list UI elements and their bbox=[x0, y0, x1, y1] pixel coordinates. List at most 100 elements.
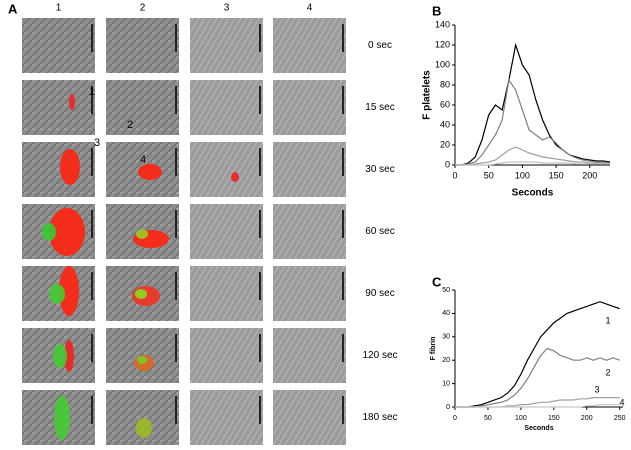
y-tick-label: 50 bbox=[442, 287, 450, 294]
scale-bar bbox=[175, 210, 177, 238]
row-label: 30 sec bbox=[365, 164, 394, 175]
scale-bar bbox=[175, 148, 177, 176]
thrombus bbox=[69, 94, 75, 110]
series-label: 4 bbox=[619, 397, 624, 407]
y-tick-label: 30 bbox=[442, 334, 450, 341]
micrograph bbox=[273, 142, 346, 197]
x-tick-label: 0 bbox=[452, 170, 457, 180]
thrombus bbox=[64, 340, 74, 372]
line-series bbox=[455, 404, 620, 408]
series-label: 1 bbox=[89, 86, 95, 98]
scale-bar bbox=[342, 396, 344, 424]
micrograph bbox=[190, 390, 263, 445]
scale-bar bbox=[175, 24, 177, 52]
y-tick-label: 20 bbox=[440, 139, 450, 149]
panel-label: C bbox=[432, 274, 442, 289]
y-tick-label: 40 bbox=[440, 119, 450, 129]
scale-bar bbox=[175, 334, 177, 362]
thrombus bbox=[136, 229, 148, 239]
scale-bar bbox=[259, 86, 261, 114]
micrograph bbox=[106, 18, 179, 73]
micrograph bbox=[190, 142, 263, 197]
x-tick-label: 150 bbox=[548, 415, 560, 422]
panel-label: B bbox=[432, 3, 441, 18]
micrograph bbox=[273, 80, 346, 135]
scale-bar bbox=[259, 334, 261, 362]
y-tick-label: 60 bbox=[440, 99, 450, 109]
thrombus bbox=[231, 172, 239, 182]
thrombus bbox=[54, 396, 70, 440]
x-axis-label: Seconds bbox=[512, 188, 554, 199]
column-label: 2 bbox=[140, 3, 146, 14]
y-tick-label: 80 bbox=[440, 79, 450, 89]
thrombus bbox=[53, 344, 67, 368]
micrograph bbox=[106, 80, 179, 135]
micrograph bbox=[22, 18, 95, 73]
micrograph bbox=[22, 80, 95, 135]
column-label: 3 bbox=[224, 3, 230, 14]
scale-bar bbox=[342, 148, 344, 176]
thrombus bbox=[135, 289, 147, 299]
series-label: 3 bbox=[94, 137, 100, 149]
scale-bar bbox=[91, 86, 93, 114]
micrograph bbox=[273, 328, 346, 383]
scale-bar bbox=[91, 396, 93, 424]
scale-bar bbox=[175, 86, 177, 114]
scale-bar bbox=[259, 396, 261, 424]
thrombus bbox=[49, 284, 65, 304]
thrombus bbox=[49, 208, 85, 256]
scale-bar bbox=[91, 334, 93, 362]
line-series bbox=[455, 42, 611, 166]
x-tick-label: 50 bbox=[484, 170, 494, 180]
y-axis-label: F fibrin bbox=[430, 337, 437, 361]
row-label: 120 sec bbox=[362, 350, 397, 361]
micrograph bbox=[273, 266, 346, 321]
scale-bar bbox=[175, 272, 177, 300]
x-axis-label: Seconds bbox=[524, 425, 553, 432]
scale-bar bbox=[342, 210, 344, 238]
x-tick-label: 200 bbox=[581, 415, 593, 422]
scale-bar bbox=[175, 396, 177, 424]
thrombus bbox=[42, 223, 56, 241]
scale-bar bbox=[91, 272, 93, 300]
micrograph bbox=[190, 328, 263, 383]
row-label: 60 sec bbox=[365, 226, 394, 237]
thrombus bbox=[136, 418, 152, 438]
y-tick-label: 40 bbox=[442, 310, 450, 317]
micrograph bbox=[273, 390, 346, 445]
column-label: 4 bbox=[307, 3, 313, 14]
series-label: 2 bbox=[605, 367, 610, 377]
x-tick-label: 100 bbox=[515, 170, 530, 180]
x-tick-label: 0 bbox=[453, 415, 457, 422]
series-label: 4 bbox=[140, 154, 146, 166]
series-label: 1 bbox=[605, 315, 610, 325]
scale-bar bbox=[91, 24, 93, 52]
row-label: 180 sec bbox=[362, 412, 397, 423]
series-label: 2 bbox=[127, 119, 133, 131]
x-tick-label: 100 bbox=[515, 415, 527, 422]
scale-bar bbox=[342, 24, 344, 52]
row-label: 0 sec bbox=[368, 40, 392, 51]
y-axis-label: F platelets bbox=[422, 70, 433, 120]
panel-label: A bbox=[8, 1, 18, 16]
y-tick-label: 100 bbox=[435, 59, 450, 69]
x-tick-label: 150 bbox=[549, 170, 564, 180]
thrombus bbox=[60, 149, 80, 185]
micrograph bbox=[273, 18, 346, 73]
y-tick-label: 120 bbox=[435, 39, 450, 49]
micrograph bbox=[190, 266, 263, 321]
scale-bar bbox=[342, 86, 344, 114]
scale-bar bbox=[259, 272, 261, 300]
y-tick-label: 20 bbox=[442, 357, 450, 364]
line-series bbox=[455, 78, 611, 166]
micrograph bbox=[190, 80, 263, 135]
micrograph bbox=[273, 204, 346, 259]
y-tick-label: 0 bbox=[446, 404, 450, 411]
micrograph bbox=[190, 204, 263, 259]
scale-bar bbox=[259, 24, 261, 52]
scale-bar bbox=[259, 148, 261, 176]
x-tick-label: 50 bbox=[484, 415, 492, 422]
scale-bar bbox=[342, 334, 344, 362]
thrombus bbox=[137, 356, 147, 364]
